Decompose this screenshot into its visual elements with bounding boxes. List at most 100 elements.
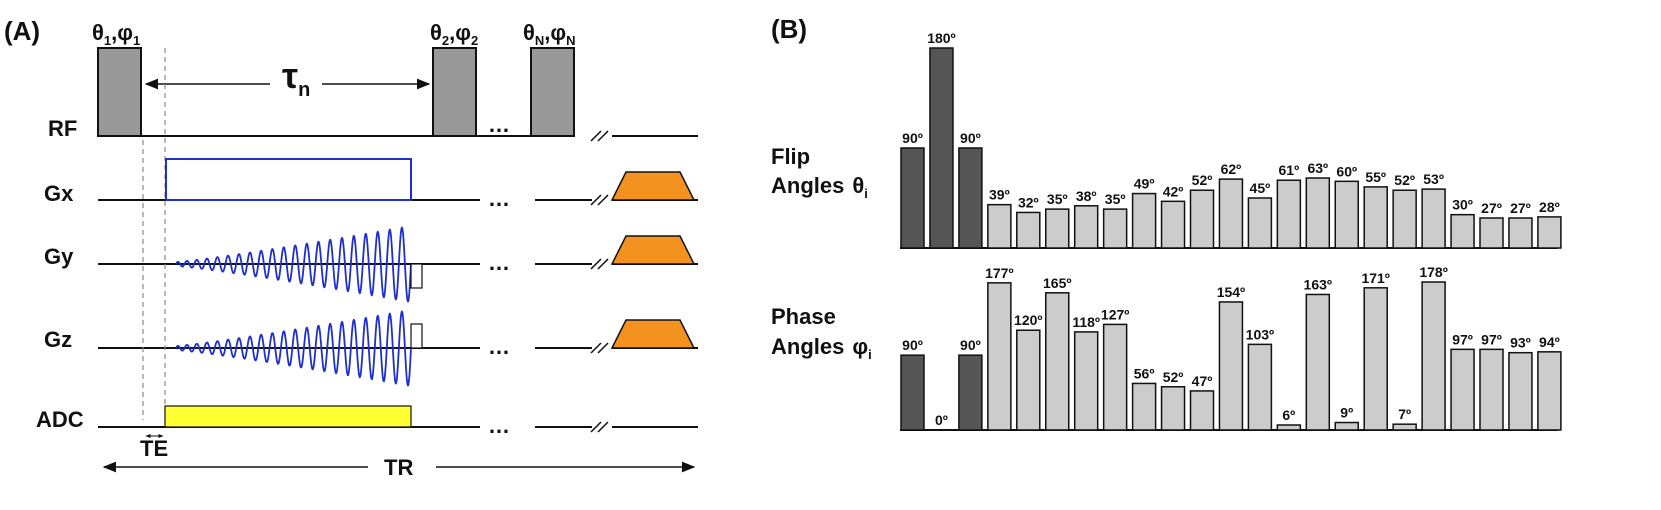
gy-spiral-waveform [175, 226, 412, 303]
tau-label: τn [282, 55, 310, 101]
phase-angles-title-line1: Phase [771, 304, 836, 329]
flip-angle-bar-label-11: 52º [1192, 172, 1213, 188]
flip-angle-bar-15 [1305, 177, 1331, 249]
flip-angle-bar-label-22: 27º [1510, 200, 1531, 216]
phase-angle-bar-1 [900, 354, 925, 431]
phase-angle-bar-label-19: 178º [1419, 264, 1447, 280]
flip-angle-bar-5 [1016, 211, 1041, 249]
flip-angle-bar-label-7: 38º [1076, 188, 1097, 204]
phase-angle-bar-4 [987, 282, 1012, 431]
adc-row-label: ADC [36, 407, 84, 432]
flip-angle-bar-20 [1450, 213, 1475, 249]
phase-angle-bar-label-2: 0º [935, 412, 948, 428]
flip-angle-bar-1 [900, 147, 925, 249]
flip-angle-bar-label-3: 90º [960, 130, 981, 146]
phase-angle-bar-label-5: 120º [1014, 312, 1042, 328]
phase-angle-bar-15 [1305, 293, 1331, 431]
flip-angle-bar-label-17: 55º [1365, 169, 1386, 185]
phase-angle-bar-12 [1218, 301, 1244, 431]
panel-a-label: (A) [4, 16, 40, 46]
phase-angle-bar-22 [1508, 351, 1533, 431]
flip-angle-bar-17 [1363, 186, 1388, 249]
phase-angle-bar-label-18: 7º [1398, 406, 1411, 422]
rf-pulse-2 [432, 47, 477, 137]
adc-ellipsis: … [488, 413, 510, 438]
phase-angle-bar-5 [1016, 329, 1041, 431]
pulse-2-label: θ2,φ2 [430, 20, 478, 48]
phase-angle-bar-label-6: 165º [1043, 275, 1071, 291]
flip-angle-bar-label-5: 32º [1018, 194, 1039, 210]
flip-angle-bar-label-10: 42º [1163, 183, 1184, 199]
phase-angle-bar-14 [1276, 424, 1302, 431]
flip-angle-bar-label-2: 180º [927, 30, 955, 46]
gy-row-label: Gy [44, 244, 74, 269]
flip-angle-bar-chart: 90º 180º 90º 39º 32º 35º 38º 35º 49º 42º 52º 62º 45º… [900, 30, 1562, 249]
phase-angle-bar-7 [1073, 331, 1099, 431]
phase-angle-bar-3 [958, 354, 983, 431]
phase-angle-bar-6 [1045, 292, 1070, 431]
gx-ellipsis: … [488, 186, 510, 211]
flip-angle-bar-14 [1276, 179, 1302, 249]
gz-spoiler-trapezoid [610, 319, 696, 349]
phase-angle-bar-16 [1334, 421, 1359, 431]
phase-angle-bar-11 [1189, 390, 1215, 431]
flip-angle-bar-label-12: 62º [1221, 161, 1242, 177]
gx-row-label: Gx [44, 181, 74, 206]
axis-break-marks [590, 130, 609, 433]
te-label: TE [140, 436, 168, 461]
flip-angle-bar-16 [1334, 180, 1359, 249]
gy-rewinder [410, 263, 423, 289]
flip-angle-bar-22 [1508, 217, 1533, 249]
flip-angle-bar-label-13: 45º [1250, 180, 1271, 196]
rf-pulse-1 [97, 47, 142, 137]
phase-angle-bar-9 [1131, 382, 1157, 431]
phase-angle-bar-19 [1421, 281, 1446, 431]
flip-angle-bar-label-20: 30º [1452, 197, 1473, 213]
gx-spoiler-trapezoid [610, 171, 696, 201]
flip-angle-bar-label-15: 63º [1307, 160, 1328, 176]
flip-angle-bar-6 [1045, 208, 1070, 249]
phase-angle-bar-label-16: 9º [1340, 405, 1353, 421]
flip-angles-title-line1: Flip [771, 144, 810, 169]
rf-pulse-n [530, 47, 575, 137]
flip-angle-bar-label-19: 53º [1423, 171, 1444, 187]
phase-angle-bar-18 [1392, 423, 1417, 431]
phase-angle-bar-label-21: 97º [1481, 331, 1502, 347]
flip-angle-bar-label-21: 27º [1481, 200, 1502, 216]
flip-angle-bar-8 [1102, 208, 1128, 249]
gy-ellipsis: … [488, 250, 510, 275]
phase-angle-bar-label-20: 97º [1452, 331, 1473, 347]
flip-angle-bar-23 [1537, 216, 1562, 249]
gx-readout-gradient [165, 158, 412, 201]
panel-a: (A) θ1,φ1 θ2,φ2 θN,φN RF Gx Gy Gz ADC [4, 16, 698, 480]
flip-angle-bar-label-18: 52º [1394, 172, 1415, 188]
phase-angle-bar-label-7: 118º [1072, 314, 1100, 330]
pulse-n-label: θN,φN [523, 20, 576, 48]
flip-angle-bar-11 [1189, 189, 1215, 249]
flip-angle-bar-2 [929, 47, 954, 249]
flip-angle-bar-4 [987, 203, 1012, 249]
flip-angle-bar-9 [1131, 192, 1157, 249]
phase-angle-bar-label-12: 154º [1217, 284, 1245, 300]
phase-angle-bar-label-15: 163º [1304, 276, 1332, 292]
flip-angle-bar-21 [1479, 217, 1504, 249]
adc-window [164, 405, 412, 428]
phase-angle-bar-label-17: 171º [1361, 270, 1389, 286]
phase-angle-bar-8 [1102, 323, 1128, 431]
panel-b-label: (B) [771, 14, 807, 44]
gz-ellipsis: … [488, 334, 510, 359]
phase-angle-bar-label-9: 56º [1134, 365, 1155, 381]
rf-ellipsis: … [488, 112, 510, 137]
panel-b: (B) Flip Angles θi Phase Angles φi 90º 180º… [771, 14, 1562, 431]
flip-angle-bar-3 [958, 147, 983, 249]
phase-angle-bar-label-10: 52º [1163, 369, 1184, 385]
phase-angle-bar-chart: 90º 0º 90º 177º 120º 165º 118º 127º 56º 52º 47º 154… [900, 264, 1562, 431]
gz-spiral-waveform [175, 310, 412, 387]
flip-angle-bar-label-9: 49º [1134, 176, 1155, 192]
phase-angle-bar-13 [1247, 343, 1273, 431]
flip-angle-bar-18 [1392, 189, 1417, 249]
phase-angle-bar-23 [1537, 351, 1562, 431]
flip-angle-bar-label-4: 39º [989, 187, 1010, 203]
phase-angle-bar-label-23: 94º [1539, 334, 1560, 350]
